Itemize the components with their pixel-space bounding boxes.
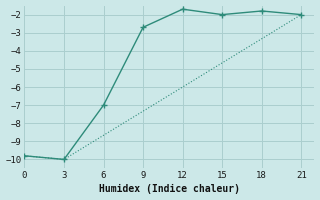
X-axis label: Humidex (Indice chaleur): Humidex (Indice chaleur) [99,184,240,194]
